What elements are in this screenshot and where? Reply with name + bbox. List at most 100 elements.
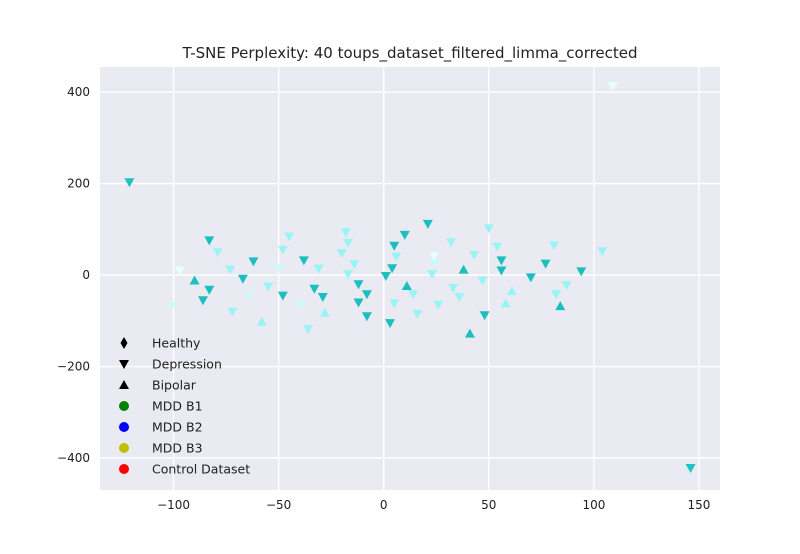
data-point	[464, 328, 475, 338]
y-tick-label: −400	[57, 451, 90, 465]
data-points	[124, 82, 696, 474]
data-point	[448, 283, 459, 293]
data-point	[204, 236, 215, 246]
data-point	[353, 280, 364, 290]
grid-lines	[100, 67, 720, 490]
data-point	[685, 464, 696, 474]
data-point	[412, 309, 423, 319]
data-point	[343, 270, 353, 280]
data-point	[387, 264, 398, 274]
data-point	[445, 238, 456, 248]
data-point	[500, 298, 511, 308]
data-point	[189, 275, 200, 285]
data-point	[197, 296, 208, 306]
x-tick-label: 0	[380, 498, 388, 512]
data-point	[496, 266, 507, 276]
legend-label: Healthy	[152, 336, 201, 351]
legend-marker-circle	[119, 464, 129, 474]
data-point	[427, 270, 438, 280]
data-point	[399, 230, 410, 240]
legend-marker-circle	[119, 401, 129, 411]
legend: Healthy Depression Bipolar MDD B1 MDD B2 MDD …	[119, 336, 250, 477]
y-tick-label: 0	[82, 268, 90, 282]
y-tick-label: 200	[67, 177, 90, 191]
data-point	[525, 273, 536, 283]
data-point	[212, 248, 223, 258]
data-point	[303, 325, 314, 335]
data-point	[401, 281, 412, 291]
legend-label: Depression	[152, 357, 222, 372]
data-point	[477, 276, 488, 286]
data-point	[458, 264, 469, 274]
chart-title: T-SNE Perplexity: 40 toups_dataset_filte…	[181, 44, 637, 63]
legend-label: MDD B1	[152, 399, 203, 414]
data-point	[263, 282, 274, 292]
data-point	[353, 298, 364, 308]
data-point	[227, 307, 238, 317]
x-tick-label: −100	[157, 498, 190, 512]
data-point	[248, 257, 259, 267]
data-point	[124, 178, 135, 188]
data-point	[244, 291, 255, 301]
data-point	[422, 219, 433, 229]
data-point	[548, 241, 559, 251]
data-point	[294, 300, 305, 310]
data-point	[319, 307, 330, 317]
legend-marker-circle	[119, 422, 129, 432]
data-point	[483, 224, 494, 234]
legend-label: Control Dataset	[152, 462, 250, 477]
data-point	[340, 228, 351, 238]
y-axis-ticks: −400 −200 0 200 400	[57, 85, 90, 465]
data-point	[336, 249, 347, 259]
data-point	[496, 256, 507, 266]
data-point	[576, 267, 587, 277]
data-point	[429, 259, 440, 269]
data-point	[284, 232, 295, 242]
x-tick-label: 150	[688, 498, 711, 512]
data-point	[237, 274, 248, 284]
data-point	[317, 293, 328, 303]
data-point	[429, 251, 440, 261]
legend-marker-diamond	[120, 337, 128, 349]
y-tick-label: −200	[57, 360, 90, 374]
legend-marker-triangle-up	[119, 380, 129, 389]
data-point	[551, 290, 562, 300]
data-point	[277, 245, 288, 255]
data-point	[391, 252, 402, 262]
legend-marker-triangle-down	[119, 360, 129, 369]
x-axis-ticks: −100 −50 0 50 100 150	[157, 498, 710, 512]
data-point	[273, 264, 284, 274]
data-point	[479, 311, 490, 321]
data-point	[349, 260, 360, 270]
data-point	[607, 82, 618, 92]
data-point	[469, 250, 480, 260]
data-point	[225, 265, 236, 275]
data-point	[597, 247, 608, 257]
data-point	[492, 242, 503, 252]
data-point	[380, 271, 391, 281]
legend-label: MDD B2	[152, 420, 203, 435]
data-point	[361, 290, 372, 300]
data-point	[309, 284, 320, 294]
data-point	[385, 319, 396, 329]
legend-label: MDD B3	[152, 441, 203, 456]
data-point	[361, 312, 372, 322]
data-point	[256, 316, 267, 326]
legend-label: Bipolar	[152, 378, 197, 393]
legend-marker-circle	[119, 443, 129, 453]
data-point	[561, 281, 572, 291]
data-point	[540, 259, 551, 269]
data-point	[408, 290, 419, 300]
data-point	[166, 302, 177, 312]
data-point	[298, 256, 309, 266]
data-point	[174, 266, 185, 276]
plot-area	[100, 67, 720, 490]
x-tick-label: 100	[582, 498, 605, 512]
data-point	[389, 299, 400, 309]
data-point	[389, 241, 400, 251]
data-point	[555, 301, 566, 311]
data-point	[506, 286, 517, 296]
data-point	[313, 264, 324, 274]
x-tick-label: −50	[266, 498, 291, 512]
data-point	[454, 293, 465, 303]
